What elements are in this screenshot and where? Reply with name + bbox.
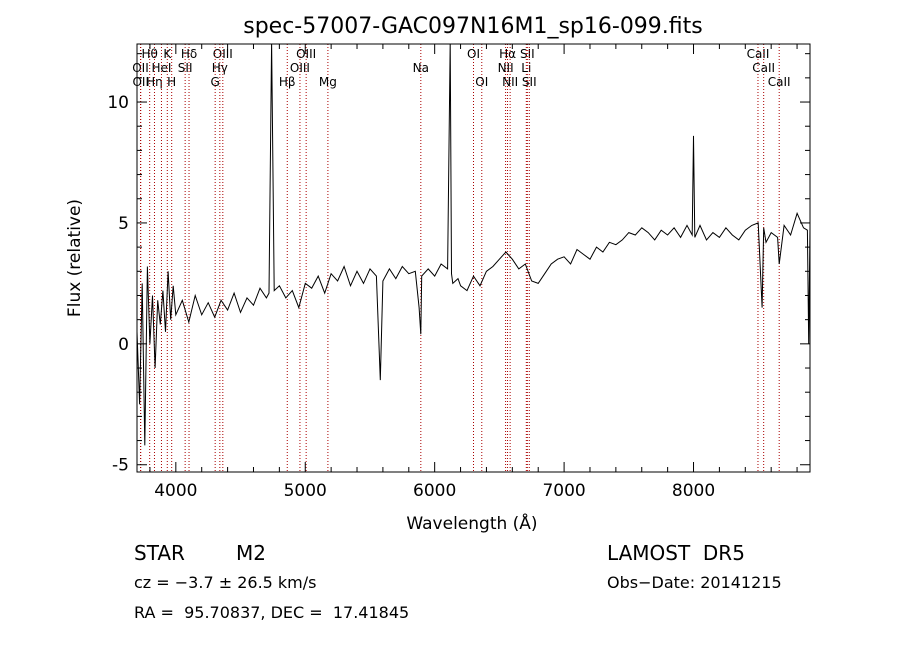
plot-frame — [136, 43, 811, 473]
object-subclass: M2 — [236, 541, 266, 565]
line-label: Na — [413, 61, 429, 75]
line-label: Hβ — [279, 75, 296, 89]
line-label: OIII — [213, 47, 233, 61]
line-label: CaII — [747, 47, 770, 61]
object-class: STAR — [134, 541, 185, 565]
x-axis-label: Wavelength (Å) — [406, 512, 537, 534]
spectrum-line — [137, 44, 810, 446]
line-label: SII — [522, 75, 537, 89]
line-label: NII — [498, 61, 514, 75]
coordinates: RA = 95.70837, DEC = 17.41845 — [134, 603, 410, 622]
x-tick-label: 8000 — [672, 481, 715, 501]
x-tick-label: 6000 — [413, 481, 456, 501]
line-label: Hδ — [181, 47, 197, 61]
line-label: K — [163, 47, 172, 61]
line-label: Mg — [319, 75, 337, 89]
survey-name: LAMOST DR5 — [607, 541, 745, 565]
line-label: OIII — [296, 47, 316, 61]
y-tick-label: 10 — [107, 93, 129, 113]
chart-title: spec-57007-GAC097N16M1_sp16-099.fits — [243, 14, 703, 39]
redshift-value: cz = −3.7 ± 26.5 km/s — [134, 573, 317, 592]
y-tick-label: 5 — [118, 214, 129, 234]
y-axis-label: Flux (relative) — [65, 199, 85, 317]
line-label: OI — [467, 47, 480, 61]
observation-date: Obs−Date: 20141215 — [607, 573, 782, 592]
line-label: HeI — [151, 61, 171, 75]
line-label: Hθ — [141, 47, 157, 61]
x-tick-label: 7000 — [542, 481, 585, 501]
line-label: G — [211, 75, 220, 89]
line-label: NII — [502, 75, 518, 89]
x-tick-label: 5000 — [284, 481, 327, 501]
line-label: CaII — [752, 61, 775, 75]
line-label: OIII — [290, 61, 310, 75]
line-label: SII — [520, 47, 535, 61]
line-label: Hη — [146, 75, 163, 89]
x-tick-label: 4000 — [154, 481, 197, 501]
line-label: Hγ — [212, 61, 228, 75]
line-label: OI — [475, 75, 488, 89]
line-label: CaII — [768, 75, 791, 89]
line-label: Hα — [499, 47, 516, 61]
y-tick-label: -5 — [112, 456, 129, 476]
line-label: SII — [178, 61, 193, 75]
line-label: H — [167, 75, 176, 89]
line-label: Li — [521, 61, 531, 75]
y-tick-label: 0 — [118, 335, 129, 355]
